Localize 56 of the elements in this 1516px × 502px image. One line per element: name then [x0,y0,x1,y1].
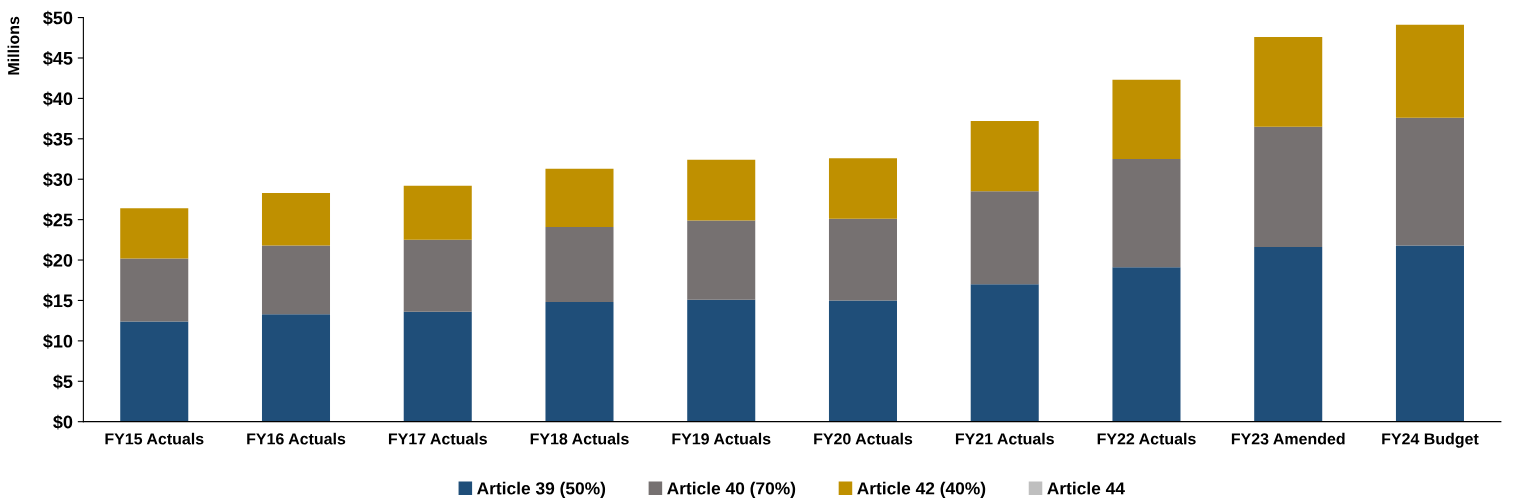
x-tick-label: FY15 Actuals [105,432,204,445]
bar [1112,79,1181,160]
bar [403,239,472,312]
y-tick-label: $40 [43,91,73,107]
legend-label: Article 42 (40%) [857,481,986,498]
x-tick-label: FY16 Actuals [247,432,346,445]
bar [1112,159,1181,268]
x-tick-label: FY17 Actuals [388,432,487,445]
bar [1112,267,1181,422]
bar [545,168,614,227]
legend-label: Article 40 (70%) [667,481,796,498]
bar [1395,117,1464,246]
bar [261,192,331,246]
bar [120,208,189,259]
bar [687,159,756,221]
bar [970,284,1039,422]
bar [687,299,756,422]
y-tick-label: $0 [53,414,73,430]
y-tick-label: $45 [43,51,73,66]
bar [1254,36,1323,127]
legend-label: Article 39 (50%) [477,481,606,498]
bar [828,158,897,219]
y-tick-label: $10 [43,334,73,349]
y-tick-label: $50 [43,10,73,26]
bar [261,314,331,422]
x-tick-label: FY18 Actuals [530,432,629,445]
bar [261,245,331,315]
bar [545,302,614,422]
bar [1395,24,1464,118]
y-axis-title: Millions [7,16,20,75]
legend-label: Article 44 [1047,481,1125,495]
bar [403,311,472,422]
y-tick-label: $30 [43,172,73,188]
x-tick-label: FY22 Actuals [1097,432,1196,445]
bar [828,300,897,422]
bar [403,185,472,240]
y-tick-label: $25 [43,212,73,228]
y-tick-label: $20 [43,253,73,268]
y-tick-label: $15 [43,293,73,309]
bar [970,191,1039,285]
bar [828,218,897,301]
x-tick-label: FY21 Actuals [955,432,1054,445]
bar [1254,247,1323,422]
bar [1254,126,1323,248]
bar [970,121,1039,192]
y-tick-label: $35 [43,131,73,147]
bar [545,226,614,303]
x-tick-label: FY24 Budget [1382,432,1479,448]
bar [1395,245,1464,422]
bar [120,321,189,422]
x-tick-label: FY23 Amended [1231,432,1345,445]
bar [687,220,756,300]
bar [120,258,189,322]
y-tick-label: $5 [53,374,73,390]
x-tick-label: FY19 Actuals [672,432,771,445]
x-tick-label: FY20 Actuals [814,432,913,445]
